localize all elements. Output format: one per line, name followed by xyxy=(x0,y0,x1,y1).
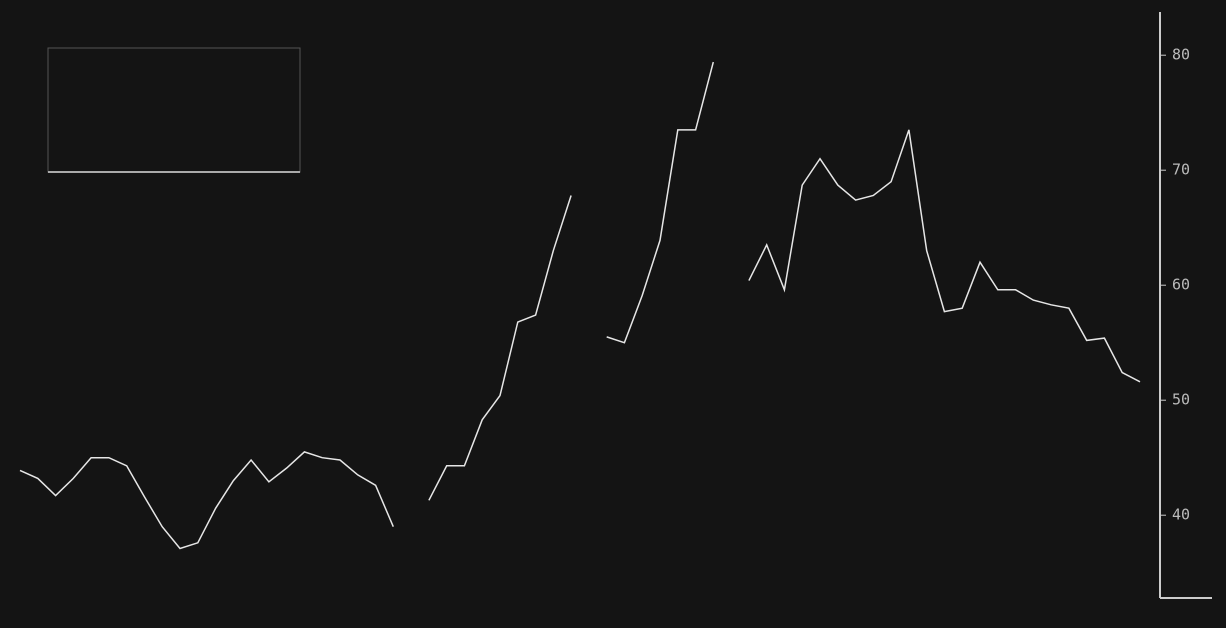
line-segment xyxy=(748,129,1141,383)
line-segment xyxy=(428,195,572,501)
line-segment xyxy=(19,451,394,550)
y-tick-label: 80 xyxy=(1172,46,1190,64)
y-tick-label: 50 xyxy=(1172,391,1190,409)
y-tick-label: 70 xyxy=(1172,161,1190,179)
line-segment xyxy=(606,61,715,344)
y-tick-label: 60 xyxy=(1172,276,1190,294)
y-tick-label: 40 xyxy=(1172,506,1190,524)
